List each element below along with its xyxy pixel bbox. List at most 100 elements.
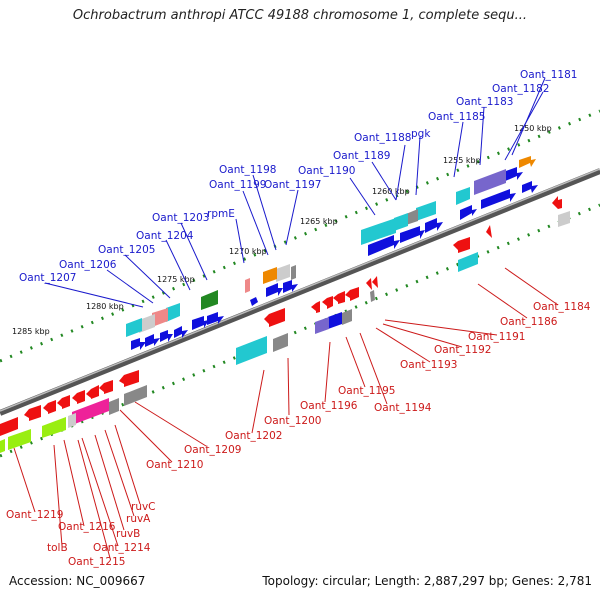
gene-box[interactable] <box>126 318 142 337</box>
gene-arrow[interactable] <box>119 370 139 387</box>
map-title: Ochrobactrum anthropi ATCC 49188 chromos… <box>72 8 528 23</box>
chromosome-backbone <box>0 168 600 416</box>
pos-label: 1275 kbp <box>157 275 195 284</box>
gene-arrow[interactable] <box>552 196 562 209</box>
gene-box[interactable] <box>406 209 418 225</box>
gene-arrow[interactable] <box>522 181 538 193</box>
pos-label: 1265 kbp <box>300 217 338 226</box>
gene-arrow[interactable] <box>207 312 224 325</box>
gene-label: Oant_1193 <box>400 359 457 371</box>
gene-box[interactable] <box>558 211 570 227</box>
top-gene-labels: Oant_1181 Oant_1182 Oant_1183 Oant_1185 … <box>19 69 577 284</box>
gene-box[interactable] <box>361 218 396 245</box>
gene-box[interactable] <box>394 213 408 231</box>
gene-box[interactable] <box>201 290 218 310</box>
gene-arrow[interactable] <box>86 385 99 399</box>
gene-box[interactable] <box>245 278 250 293</box>
pos-label: 1280 kbp <box>86 302 124 311</box>
gene-arrow[interactable] <box>264 308 285 327</box>
gene-arrow[interactable] <box>372 276 378 288</box>
gene-box[interactable] <box>263 267 277 284</box>
gene-box[interactable] <box>139 314 155 333</box>
gene-label: Oant_1196 <box>300 400 358 412</box>
gene-label: ruvC <box>131 501 156 513</box>
gene-box[interactable] <box>474 169 506 195</box>
gene-arrow[interactable] <box>519 156 536 168</box>
gene-label: Oant_1188 <box>354 132 411 144</box>
gene-arrow[interactable] <box>366 278 372 290</box>
gene-box[interactable] <box>42 417 66 438</box>
gene-box[interactable] <box>416 201 436 221</box>
gene-label: Oant_1184 <box>533 301 591 313</box>
gene-box[interactable] <box>458 252 478 272</box>
gene-box[interactable] <box>0 439 5 453</box>
gene-arrow[interactable] <box>503 167 523 182</box>
gene-arrow[interactable] <box>322 296 333 309</box>
gene-label: Oant_1216 <box>58 521 116 533</box>
gene-arrow[interactable] <box>311 301 320 313</box>
gene-box[interactable] <box>152 308 168 327</box>
gene-box[interactable] <box>166 303 180 322</box>
gene-box[interactable] <box>276 264 290 282</box>
gene-arrow[interactable] <box>345 287 359 301</box>
gene-arrow[interactable] <box>400 226 425 243</box>
gene-box[interactable] <box>109 398 119 415</box>
gene-arrow[interactable] <box>283 280 298 293</box>
position-labels: 1250 kbp 1255 kbp 1260 kbp 1265 kbp 1270… <box>12 124 552 336</box>
gene-box[interactable] <box>68 413 76 428</box>
gene-arrow[interactable] <box>43 400 56 414</box>
pos-label: 1255 kbp <box>443 156 481 165</box>
gene-arrow[interactable] <box>192 316 209 330</box>
forward-strand-features[interactable] <box>126 156 538 350</box>
gene-box[interactable] <box>315 317 329 334</box>
gene-arrow[interactable] <box>425 218 443 233</box>
gene-box[interactable] <box>370 290 375 302</box>
gene-arrow[interactable] <box>486 225 492 238</box>
gene-arrow[interactable] <box>460 205 477 220</box>
gene-box[interactable] <box>456 187 470 205</box>
gene-arrow[interactable] <box>333 291 345 304</box>
gene-box[interactable] <box>273 333 288 352</box>
gene-label: Oant_1182 <box>492 83 549 95</box>
gene-box[interactable] <box>342 309 352 325</box>
gene-label: ruvA <box>126 513 151 525</box>
gene-arrow[interactable] <box>72 390 85 404</box>
gene-arrow[interactable] <box>250 297 258 306</box>
gene-label: Oant_1186 <box>500 316 558 328</box>
gene-arrow[interactable] <box>57 395 70 409</box>
gene-label: Oant_1192 <box>434 344 491 356</box>
gene-arrow[interactable] <box>160 330 173 342</box>
gene-label: Oant_1197 <box>264 179 321 191</box>
reverse-strand-features[interactable] <box>0 196 570 453</box>
gene-arrow[interactable] <box>481 189 516 209</box>
gene-label: Oant_1214 <box>93 542 151 554</box>
gene-label: rpmE <box>207 208 235 220</box>
gene-arrow[interactable] <box>99 380 113 394</box>
gene-label: Oant_1200 <box>264 415 321 427</box>
gene-box[interactable] <box>291 265 296 280</box>
gene-box[interactable] <box>8 429 31 450</box>
gene-arrow[interactable] <box>145 334 160 347</box>
gene-box[interactable] <box>124 385 147 406</box>
gene-box[interactable] <box>236 336 267 365</box>
gene-arrow[interactable] <box>453 237 470 253</box>
gene-label: Oant_1194 <box>374 402 432 414</box>
gene-label: Oant_1203 <box>152 212 209 224</box>
gene-arrow[interactable] <box>131 338 146 350</box>
gene-arrow[interactable] <box>266 283 283 297</box>
gene-arrow[interactable] <box>368 235 400 256</box>
genome-summary-text: Topology: circular; Length: 2,887,297 bp… <box>262 574 592 588</box>
gene-box[interactable] <box>328 312 342 329</box>
gene-arrow[interactable] <box>24 405 41 421</box>
gene-arrow[interactable] <box>174 326 188 338</box>
gene-box[interactable] <box>72 398 109 425</box>
gene-label: Oant_1183 <box>456 96 513 108</box>
gene-label: Oant_1215 <box>68 556 125 568</box>
gene-label: Oant_1191 <box>468 331 525 343</box>
gene-box[interactable] <box>0 417 18 436</box>
gene-label: Oant_1219 <box>6 509 63 521</box>
bottom-leader-lines <box>13 267 559 559</box>
top-leader-lines <box>44 77 546 308</box>
gene-label: Oant_1205 <box>98 244 155 256</box>
